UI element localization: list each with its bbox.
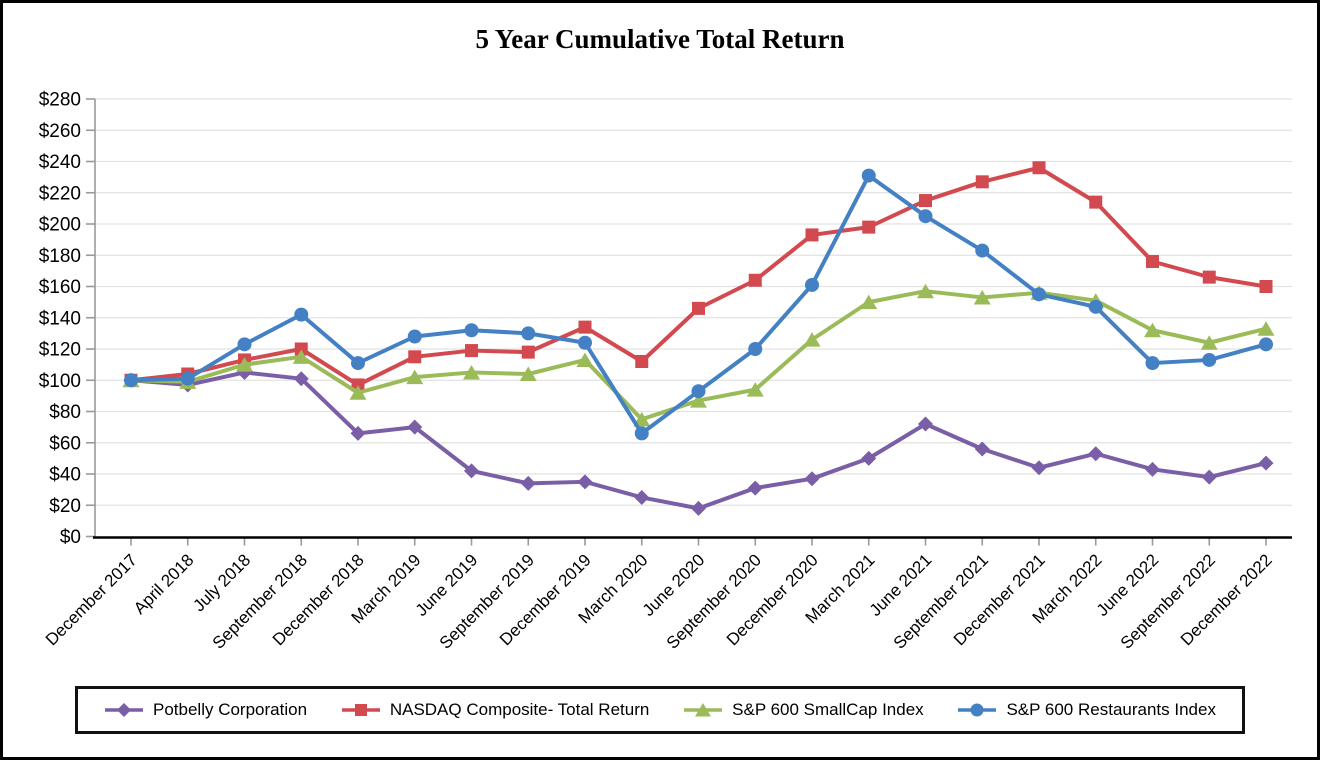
svg-text:$140: $140 <box>39 308 81 329</box>
svg-text:April 2018: April 2018 <box>130 550 198 618</box>
diamond-marker-icon <box>105 703 143 717</box>
svg-text:September 2019: September 2019 <box>436 550 538 652</box>
svg-text:September 2018: September 2018 <box>209 550 311 652</box>
svg-text:December 2017: December 2017 <box>42 550 141 649</box>
svg-text:$80: $80 <box>49 402 81 423</box>
svg-text:$260: $260 <box>39 121 81 142</box>
legend-item-restaurants: S&P 600 Restaurants Index <box>957 700 1216 720</box>
svg-text:$160: $160 <box>39 277 81 298</box>
svg-text:$100: $100 <box>39 371 81 392</box>
legend-item-nasdaq: NASDAQ Composite- Total Return <box>341 700 650 720</box>
legend-label: NASDAQ Composite- Total Return <box>389 700 650 719</box>
svg-text:September 2021: September 2021 <box>890 550 992 652</box>
svg-text:$20: $20 <box>49 496 81 517</box>
legend-label: S&P 600 SmallCap Index <box>732 700 924 719</box>
svg-text:$0: $0 <box>60 527 81 548</box>
legend-item-potbelly: Potbelly Corporation <box>104 700 307 720</box>
square-marker-icon <box>341 704 380 716</box>
svg-text:$280: $280 <box>39 90 81 111</box>
svg-text:September 2022: September 2022 <box>1117 550 1219 652</box>
svg-text:$60: $60 <box>49 433 81 454</box>
svg-text:$220: $220 <box>39 183 81 204</box>
legend: Potbelly Corporation NASDAQ Composite- T… <box>75 686 1245 734</box>
svg-text:$200: $200 <box>39 215 81 236</box>
legend-item-smallcap: S&P 600 SmallCap Index <box>683 700 924 720</box>
svg-text:$40: $40 <box>49 465 81 486</box>
triangle-marker-icon <box>684 703 723 717</box>
svg-text:$180: $180 <box>39 246 81 267</box>
legend-label: S&P 600 Restaurants Index <box>1006 700 1216 719</box>
svg-text:September 2020: September 2020 <box>663 550 765 652</box>
circle-marker-icon <box>958 703 997 717</box>
svg-text:$120: $120 <box>39 340 81 361</box>
legend-label: Potbelly Corporation <box>153 700 308 719</box>
svg-text:$240: $240 <box>39 152 81 173</box>
chart-title: 5 Year Cumulative Total Return <box>475 24 845 54</box>
